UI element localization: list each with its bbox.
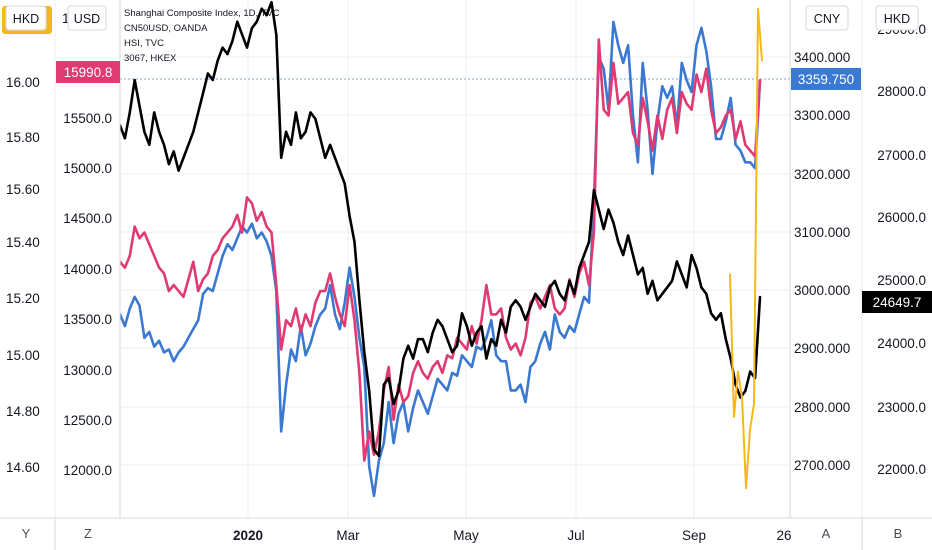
x-tick-2: May (453, 528, 479, 543)
bottom-button-b-label: B (894, 526, 903, 541)
x-tick-5: 26 (776, 528, 791, 543)
far-left-scale-button[interactable]: HKD (2, 5, 52, 34)
hkd-last-value-text: 24649.7 (873, 295, 922, 310)
cny-right-tick-1: 2800.000 (794, 400, 850, 415)
hkd-right-tick-6: 28000.0 (877, 84, 926, 99)
series-line-1 (118, 38, 762, 462)
series-line-0 (118, 20, 762, 498)
legend-item-1: CN50USD, OANDA (124, 23, 208, 34)
usd-left-tick-2: 13000.0 (63, 363, 112, 378)
time-axis-panel (0, 518, 932, 550)
usd-last-value-text: 15990.8 (64, 65, 113, 80)
cny-right-tick-7: 3400.000 (794, 50, 850, 65)
left-scale-button[interactable]: USD (67, 5, 107, 31)
hkd-right-tick-0: 22000.0 (877, 462, 926, 477)
bottom-button-y[interactable]: Y (22, 526, 31, 541)
hkd-left-axis: 14.60 14.80 15.00 15.20 15.40 15.60 15.80 16.00… (6, 11, 40, 475)
hkd-right-tick-5: 27000.0 (877, 148, 926, 163)
right-outer-scale-label: HKD (884, 12, 910, 26)
x-tick-4: Sep (682, 528, 706, 543)
usd-left-tick-1: 12500.0 (63, 413, 112, 428)
legend-item-2: HSI, TVC (124, 38, 164, 49)
usd-left-tick-4: 14000.0 (63, 262, 112, 277)
cny-right-tick-2: 2900.000 (794, 341, 850, 356)
cny-right-tick-4: 3100.000 (794, 225, 850, 240)
series-line-3 (729, 7, 763, 490)
cny-right-tick-0: 2700.000 (794, 458, 850, 473)
bottom-button-y-label: Y (22, 526, 31, 541)
far-left-scale-label: HKD (13, 12, 39, 26)
hkd-left-tick-6: 15.80 (6, 130, 40, 145)
hkd-left-tick-0: 14.60 (6, 460, 40, 475)
x-tick-3: Jul (567, 528, 584, 543)
cny-right-axis: 2700.000 2800.000 2900.000 3000.000 3100.000… (794, 50, 850, 473)
cny-right-tick-3: 3000.000 (794, 283, 850, 298)
hkd-left-tick-3: 15.20 (6, 291, 40, 306)
hkd-last-value-label: 24649.7 (862, 291, 932, 313)
usd-left-tick-0: 12000.0 (63, 463, 112, 478)
cny-right-tick-5: 3200.000 (794, 167, 850, 182)
hkd-right-tick-4: 26000.0 (877, 210, 926, 225)
left-scale-label: USD (74, 12, 100, 26)
bottom-button-b[interactable]: B (894, 526, 903, 541)
hkd-left-tick-2: 15.00 (6, 348, 40, 363)
bottom-button-a[interactable]: A (822, 526, 831, 541)
cny-right-tick-6: 3300.000 (794, 108, 850, 123)
hkd-left-tick-1: 14.80 (6, 404, 40, 419)
hkd-right-tick-2: 24000.0 (877, 336, 926, 351)
x-tick-0: 2020 (233, 528, 263, 543)
usd-left-tick-7: 15500.0 (63, 111, 112, 126)
right-inner-scale-label: CNY (814, 12, 841, 26)
right-outer-scale-button[interactable]: HKD (875, 5, 919, 31)
hkd-left-tick-7: 16.00 (6, 75, 40, 90)
hkd-left-tick-5: 15.60 (6, 182, 40, 197)
usd-left-tick-5: 14500.0 (63, 211, 112, 226)
cny-last-value-text: 3359.750 (798, 72, 854, 87)
legend-item-0: Shanghai Composite Index, 1D, TVC (124, 8, 280, 19)
right-inner-scale-button[interactable]: CNY (805, 5, 849, 31)
usd-last-value-label: 15990.8 (56, 61, 120, 83)
bottom-button-z[interactable]: Z (84, 526, 92, 541)
left-axis-panel (0, 0, 120, 518)
cny-last-value-label: 3359.750 (791, 68, 861, 90)
bottom-button-a-label: A (822, 526, 831, 541)
x-tick-1: Mar (336, 528, 360, 543)
legend: Shanghai Composite Index, 1D, TVC CN50US… (124, 8, 280, 64)
hkd-right-tick-3: 25000.0 (877, 273, 926, 288)
usd-left-tick-3: 13500.0 (63, 312, 112, 327)
hkd-left-tick-4: 15.40 (6, 235, 40, 250)
hkd-right-tick-1: 23000.0 (877, 400, 926, 415)
usd-left-tick-6: 15000.0 (63, 161, 112, 176)
series-line-2 (118, 0, 762, 458)
series-layer (118, 0, 763, 498)
bottom-button-z-label: Z (84, 526, 92, 541)
time-axis: 2020 Mar May Jul Sep 26 (233, 528, 792, 543)
legend-item-3: 3067, HKEX (124, 53, 177, 64)
